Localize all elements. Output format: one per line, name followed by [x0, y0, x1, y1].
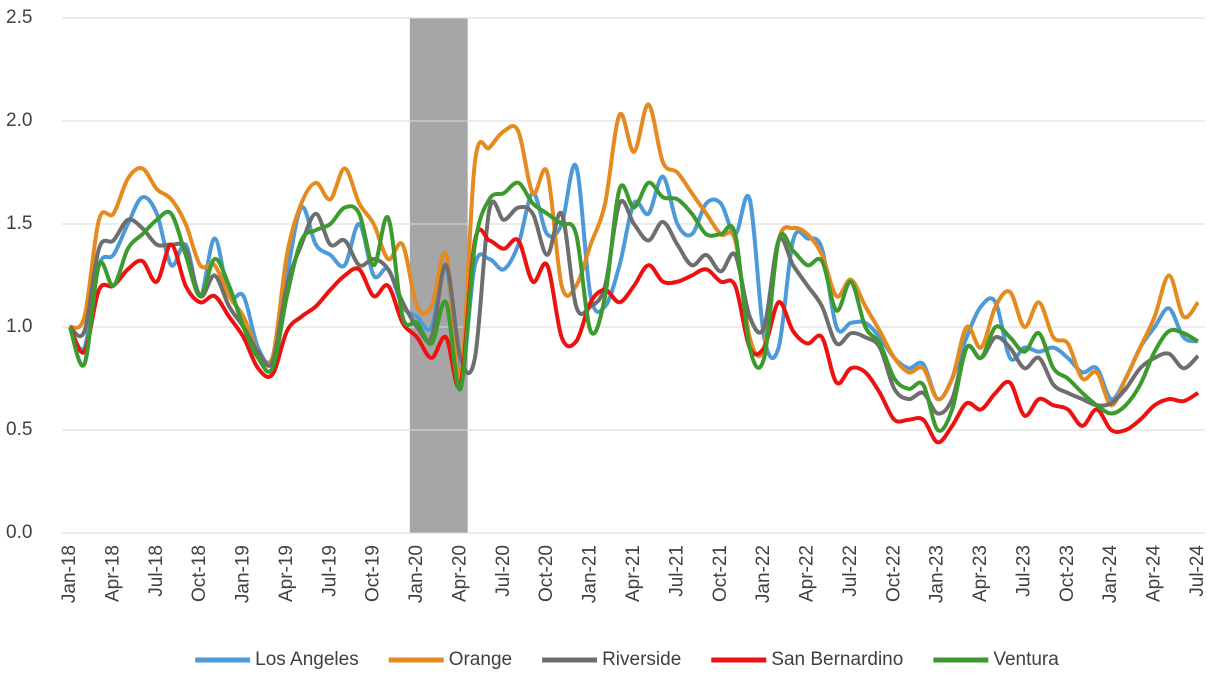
x-tick-label: Jul-21: [666, 545, 687, 597]
y-tick-label: 2.0: [6, 110, 32, 131]
series-line: [68, 180, 1200, 433]
x-tick-label: Apr-21: [623, 545, 644, 602]
y-tick-label: 0.5: [6, 419, 32, 440]
x-tick-label: Jul-22: [840, 545, 861, 597]
x-tick-label: Jul-20: [493, 545, 514, 597]
x-tick-label: Jul-24: [1187, 545, 1208, 597]
legend-label: Los Angeles: [255, 649, 359, 670]
x-tick-label: Oct-21: [710, 545, 731, 602]
x-tick-label: Oct-20: [536, 545, 557, 602]
x-tick-label: Jan-18: [59, 545, 80, 603]
x-tick-label: Apr-20: [449, 545, 470, 602]
legend-label: San Bernardino: [771, 649, 903, 670]
y-tick-label: 0.0: [6, 522, 32, 543]
x-tick-label: Apr-22: [797, 545, 818, 602]
legend-label: Riverside: [602, 649, 681, 670]
x-tick-label: Apr-24: [1144, 545, 1165, 602]
legend: Los Angeles Orange Riverside San Bernardino…: [195, 649, 1059, 670]
y-tick-label: 1.0: [6, 316, 32, 337]
series-line: [68, 227, 1200, 445]
x-tick-label: Jan-23: [927, 545, 948, 603]
y-tick-label: 1.5: [6, 213, 32, 234]
x-tick-label: Oct-22: [883, 545, 904, 602]
x-tick-label: Jan-24: [1100, 545, 1121, 604]
x-tick-label: Oct-18: [189, 545, 210, 602]
x-tick-label: Jan-22: [753, 545, 774, 603]
x-tick-label: Jul-19: [319, 545, 340, 597]
legend-label: Orange: [449, 649, 512, 670]
x-tick-label: Apr-18: [102, 545, 123, 602]
series-line: [68, 102, 1200, 408]
x-tick-label: Jan-21: [580, 545, 601, 603]
y-tick-label: 2.5: [6, 7, 32, 28]
x-tick-label: Jan-20: [406, 545, 427, 603]
x-tick-label: Oct-23: [1057, 545, 1078, 602]
x-tick-label: Oct-19: [363, 545, 384, 602]
legend-label: Ventura: [993, 649, 1059, 670]
x-tick-label: Apr-23: [970, 545, 991, 602]
series-line: [68, 199, 1200, 416]
x-tick-label: Jul-23: [1013, 545, 1034, 597]
x-tick-label: Jan-19: [233, 545, 254, 603]
x-tick-label: Jul-18: [146, 545, 167, 597]
x-tick-label: Apr-19: [276, 545, 297, 602]
